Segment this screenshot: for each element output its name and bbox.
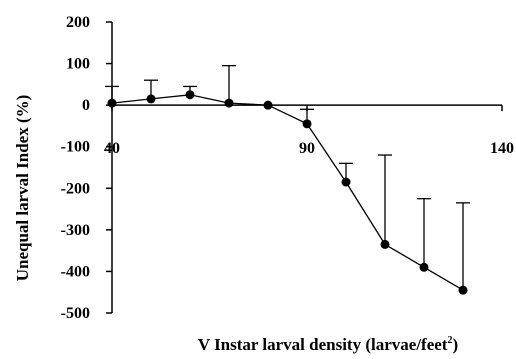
data-point xyxy=(146,94,156,104)
data-points xyxy=(107,90,468,295)
data-point xyxy=(341,177,351,187)
data-point xyxy=(263,100,273,110)
y-tick-label: 200 xyxy=(66,14,90,31)
x-axis-label-end: ) xyxy=(452,335,458,354)
x-tick-label: 90 xyxy=(299,140,315,157)
y-tick-label: -100 xyxy=(61,139,90,156)
x-tick-label: 40 xyxy=(104,140,120,157)
y-tick-label: -400 xyxy=(61,263,90,280)
x-axis-label-superscript: 2 xyxy=(447,335,452,346)
y-axis-label: Unequal larval Index (%) xyxy=(13,95,32,282)
data-point xyxy=(107,98,117,108)
series-line xyxy=(111,94,464,291)
error-bars xyxy=(105,65,470,291)
data-point xyxy=(458,285,468,295)
y-tick-label: -300 xyxy=(61,222,90,239)
data-point xyxy=(419,262,429,272)
y-tick-label: -200 xyxy=(61,180,90,197)
y-tick-label: -500 xyxy=(61,305,90,322)
axes xyxy=(106,21,503,314)
y-tick-label: 0 xyxy=(82,97,90,114)
x-tick-label: 140 xyxy=(490,140,514,157)
tick-labels: 200 100 0 -100 -200 -300 -400 -500 40 90 140 xyxy=(61,14,514,322)
data-point xyxy=(380,239,390,249)
data-point xyxy=(224,98,234,108)
x-axis-label-main: V Instar larval density (larvae/feet xyxy=(198,335,448,354)
data-point xyxy=(302,119,312,129)
series-polyline xyxy=(111,94,464,291)
y-tick-label: 100 xyxy=(66,56,90,73)
x-axis-label: V Instar larval density (larvae/feet2) xyxy=(198,335,458,354)
data-point xyxy=(185,90,195,100)
